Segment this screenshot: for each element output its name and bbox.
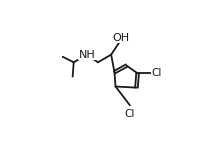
Text: Cl: Cl (151, 68, 162, 78)
Text: NH: NH (79, 50, 95, 60)
Text: OH: OH (112, 32, 129, 42)
Text: Cl: Cl (125, 109, 135, 119)
